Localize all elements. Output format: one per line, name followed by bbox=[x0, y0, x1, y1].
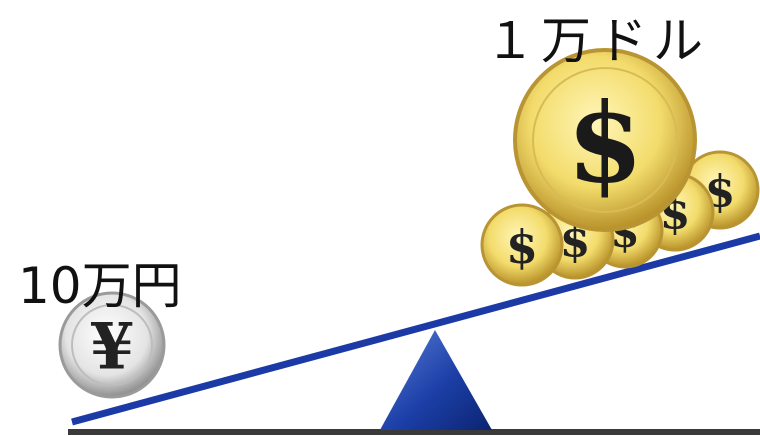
coin-rim bbox=[71, 304, 153, 386]
beam bbox=[71, 232, 760, 426]
coin-symbol: $ bbox=[567, 79, 644, 208]
yen-coin: ¥ bbox=[58, 291, 166, 399]
coin bbox=[58, 291, 166, 399]
coin-symbol: ¥ bbox=[90, 310, 135, 385]
right-label: １万ドル bbox=[485, 12, 709, 70]
dollar-coin: $ bbox=[480, 203, 564, 287]
fulcrum bbox=[380, 330, 492, 430]
coin-symbol: $ bbox=[506, 220, 538, 274]
big-dollar-coin: $ bbox=[513, 48, 697, 232]
left-label: 10万円 bbox=[18, 257, 182, 315]
dollar-coins: $ $ $ $ $ $ bbox=[480, 48, 760, 287]
